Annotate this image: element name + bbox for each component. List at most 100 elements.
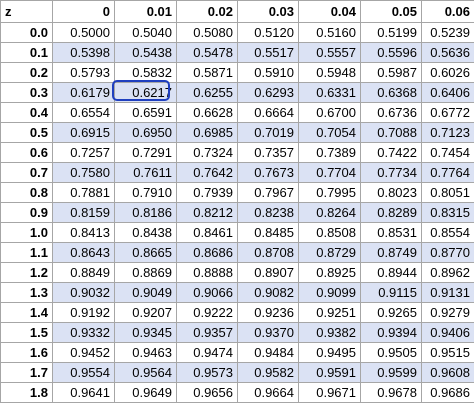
value-cell: 0.9207 [114, 302, 177, 323]
value-cell: 0.7454 [421, 142, 474, 163]
value-cell: 0.9236 [237, 302, 299, 323]
value-cell: 0.8238 [237, 202, 299, 223]
value-cell: 0.9582 [237, 362, 299, 383]
value-cell: 0.9608 [421, 362, 474, 383]
value-cell: 0.8907 [237, 262, 299, 283]
value-cell: 0.8531 [360, 222, 422, 243]
value-cell: 0.8186 [114, 202, 177, 223]
value-cell: 0.6331 [298, 82, 361, 103]
value-cell: 0.9554 [52, 362, 115, 383]
value-cell: 0.7019 [237, 122, 299, 143]
value-cell: 0.8159 [52, 202, 115, 223]
value-cell: 0.9357 [176, 322, 238, 343]
value-cell: 0.7939 [176, 182, 238, 203]
value-cell: 0.5987 [360, 62, 422, 83]
value-cell: 0.9394 [360, 322, 422, 343]
value-cell: 0.5948 [298, 62, 361, 83]
value-cell: 0.9671 [298, 382, 361, 403]
value-cell: 0.9474 [176, 342, 238, 363]
value-cell: 0.7764 [421, 162, 474, 183]
value-cell: 0.7967 [237, 182, 299, 203]
value-cell: 0.8944 [360, 262, 422, 283]
value-cell: 0.8643 [52, 242, 115, 263]
value-cell: 0.8888 [176, 262, 238, 283]
table-row: 0.9 0.8159 0.8186 0.8212 0.8238 0.8264 0.8289 0… [0, 202, 474, 223]
value-cell: 0.9279 [421, 302, 474, 323]
value-cell: 0.7580 [52, 162, 115, 183]
value-cell: 0.9656 [176, 382, 238, 403]
value-cell: 0.9463 [114, 342, 177, 363]
table-row: 0.8 0.7881 0.7910 0.7939 0.7967 0.7995 0.8023 0… [0, 182, 474, 203]
value-cell: 0.8508 [298, 222, 361, 243]
value-cell: 0.5199 [360, 22, 422, 43]
value-cell: 0.9099 [298, 282, 361, 303]
value-cell: 0.6293 [237, 82, 299, 103]
table-row: 1.6 0.9452 0.9463 0.9474 0.9484 0.9495 0.9505 0… [0, 342, 474, 363]
value-cell: 0.9345 [114, 322, 177, 343]
value-cell: 0.8264 [298, 202, 361, 223]
value-cell: 0.6736 [360, 102, 422, 123]
value-cell: 0.7257 [52, 142, 115, 163]
value-cell: 0.8438 [114, 222, 177, 243]
z-cell: 1.7 [0, 362, 53, 383]
value-cell: 0.7291 [114, 142, 177, 163]
value-cell: 0.9591 [298, 362, 361, 383]
value-cell: 0.5793 [52, 62, 115, 83]
value-cell: 0.9484 [237, 342, 299, 363]
header-cell: 0.02 [176, 0, 238, 23]
value-cell: 0.5398 [52, 42, 115, 63]
value-cell: 0.5160 [298, 22, 361, 43]
value-cell: 0.8413 [52, 222, 115, 243]
table-row: 0.4 0.6554 0.6591 0.6628 0.6664 0.6700 0.6736 0… [0, 102, 474, 123]
value-cell: 0.8749 [360, 242, 422, 263]
z-cell: 0.5 [0, 122, 53, 143]
value-cell: 0.8554 [421, 222, 474, 243]
value-cell: 0.6591 [114, 102, 177, 123]
value-cell: 0.5832 [114, 62, 177, 83]
value-cell: 0.7389 [298, 142, 361, 163]
value-cell: 0.8461 [176, 222, 238, 243]
value-cell: 0.8869 [114, 262, 177, 283]
z-cell: 1.5 [0, 322, 53, 343]
table-row: 0.0 0.5000 0.5040 0.5080 0.5120 0.5160 0.5199 0… [0, 22, 474, 43]
value-cell: 0.8485 [237, 222, 299, 243]
z-cell: 0.7 [0, 162, 53, 183]
value-cell: 0.9251 [298, 302, 361, 323]
table-row: 0.3 0.6179 0.6217 0.6255 0.6293 0.6331 0.6368 0… [0, 82, 474, 103]
value-cell: 0.5000 [52, 22, 115, 43]
table-header: z 0 0.01 0.02 0.03 0.04 0.05 0.06 [0, 0, 474, 23]
table-row: 1.3 0.9032 0.9049 0.9066 0.9082 0.9099 0.9115 0… [0, 282, 474, 303]
value-cell: 0.8708 [237, 242, 299, 263]
value-cell: 0.6026 [421, 62, 474, 83]
value-cell: 0.8962 [421, 262, 474, 283]
value-cell: 0.9664 [237, 382, 299, 403]
z-cell: 0.0 [0, 22, 53, 43]
value-cell: 0.6700 [298, 102, 361, 123]
z-cell: 0.4 [0, 102, 53, 123]
value-cell: 0.9649 [114, 382, 177, 403]
value-cell: 0.9406 [421, 322, 474, 343]
value-cell: 0.8849 [52, 262, 115, 283]
header-cell: 0.03 [237, 0, 299, 23]
z-cell: 1.6 [0, 342, 53, 363]
z-cell: 0.3 [0, 82, 53, 103]
value-cell: 0.9678 [360, 382, 422, 403]
value-cell: 0.9515 [421, 342, 474, 363]
value-cell: 0.9049 [114, 282, 177, 303]
z-cell: 0.2 [0, 62, 53, 83]
value-cell: 0.6772 [421, 102, 474, 123]
value-cell: 0.9066 [176, 282, 238, 303]
value-cell: 0.6985 [176, 122, 238, 143]
value-cell: 0.5910 [237, 62, 299, 83]
header-cell: 0.04 [298, 0, 361, 23]
value-cell: 0.6628 [176, 102, 238, 123]
value-cell: 0.6368 [360, 82, 422, 103]
value-cell: 0.8665 [114, 242, 177, 263]
value-cell: 0.8289 [360, 202, 422, 223]
z-cell: 1.0 [0, 222, 53, 243]
value-cell: 0.5438 [114, 42, 177, 63]
z-cell: 1.2 [0, 262, 53, 283]
value-cell: 0.7995 [298, 182, 361, 203]
value-cell: 0.9495 [298, 342, 361, 363]
